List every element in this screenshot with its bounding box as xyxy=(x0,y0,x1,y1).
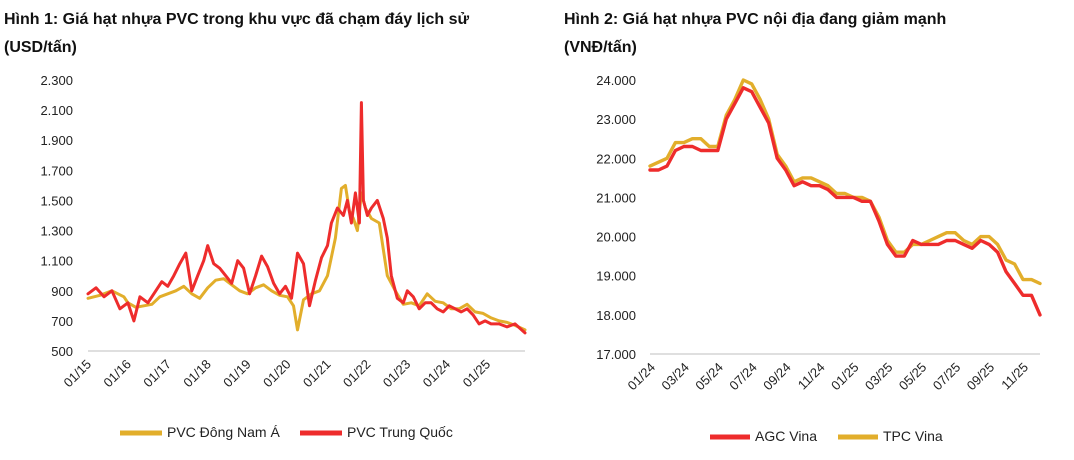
legend-label: AGC Vina xyxy=(755,428,817,444)
chart-1-title: Hình 1: Giá hạt nhựa PVC trong khu vực đ… xyxy=(4,11,470,28)
x-tick-label: 01/19 xyxy=(220,357,254,391)
y-tick-label: 1.900 xyxy=(40,133,73,148)
x-tick-label: 01/23 xyxy=(380,357,414,391)
y-tick-label: 500 xyxy=(51,344,73,359)
x-tick-label: 11/24 xyxy=(795,360,828,393)
x-tick-label: 01/24 xyxy=(625,360,659,394)
x-tick-label: 07/24 xyxy=(726,360,760,394)
y-tick-label: 23.000 xyxy=(596,112,636,127)
chart-1-unit: (USD/tấn) xyxy=(4,39,77,56)
x-tick-label: 01/21 xyxy=(300,357,334,391)
x-tick-label: 01/15 xyxy=(61,357,95,391)
legend-label: PVC Trung Quốc xyxy=(347,424,453,440)
series-line-2 xyxy=(648,78,1042,286)
x-tick-label: 05/25 xyxy=(896,360,930,394)
y-tick-label: 19.000 xyxy=(596,269,636,284)
y-tick-label: 1.500 xyxy=(40,193,73,208)
legend-label: TPC Vina xyxy=(883,428,943,444)
x-tick-label: 11/25 xyxy=(998,360,1031,393)
x-tick-label: 01/25 xyxy=(460,357,494,391)
x-tick-label: 01/22 xyxy=(340,357,374,391)
legend-label: PVC Đông Nam Á xyxy=(167,424,280,440)
y-tick-label: 1.700 xyxy=(40,163,73,178)
x-tick-label: 05/24 xyxy=(692,360,726,394)
x-tick-label: 01/16 xyxy=(100,357,134,391)
y-tick-label: 900 xyxy=(51,284,73,299)
y-tick-label: 1.300 xyxy=(40,224,73,239)
y-tick-label: 21.000 xyxy=(596,190,636,205)
y-tick-label: 18.000 xyxy=(596,308,636,323)
x-tick-label: 01/17 xyxy=(140,357,174,391)
x-tick-label: 09/25 xyxy=(964,360,998,394)
y-tick-label: 24.000 xyxy=(596,73,636,88)
x-tick-label: 03/24 xyxy=(658,360,692,394)
chart-2-title: Hình 2: Giá hạt nhựa PVC nội địa đang gi… xyxy=(564,11,947,28)
y-tick-label: 2.300 xyxy=(40,73,73,88)
chart-2-heading: Hình 2: Giá hạt nhựa PVC nội địa đang gi… xyxy=(564,6,1064,62)
x-tick-label: 01/25 xyxy=(828,360,862,394)
y-tick-label: 20.000 xyxy=(596,230,636,245)
y-tick-label: 1.100 xyxy=(40,254,73,269)
chart-2-unit: (VNĐ/tấn) xyxy=(564,39,637,56)
x-tick-label: 01/24 xyxy=(420,357,454,391)
series-line-1 xyxy=(648,86,1042,317)
chart-1-svg: 2.300 2.100 1.900 1.700 1.500 1.300 1.100 900 70… xyxy=(40,73,527,440)
x-tick-label: 01/18 xyxy=(180,357,214,391)
chart-2-svg: 24.000 23.000 22.000 21.000 20.000 19.000 18.0… xyxy=(596,73,1042,444)
series-line-1 xyxy=(86,183,527,332)
chart-panel-2: Hình 2: Giá hạt nhựa PVC nội địa đang gi… xyxy=(560,0,1074,460)
y-tick-label: 17.000 xyxy=(596,347,636,362)
series-line-2 xyxy=(86,101,527,335)
y-tick-label: 22.000 xyxy=(596,151,636,166)
chart-panel-1: Hình 1: Giá hạt nhựa PVC trong khu vực đ… xyxy=(4,6,544,440)
x-tick-label: 09/24 xyxy=(760,360,794,394)
x-tick-label: 07/25 xyxy=(930,360,964,394)
chart-1-heading: Hình 1: Giá hạt nhựa PVC trong khu vực đ… xyxy=(4,6,544,62)
y-tick-label: 700 xyxy=(51,314,73,329)
x-tick-label: 03/25 xyxy=(862,360,896,394)
y-tick-label: 2.100 xyxy=(40,103,73,118)
x-tick-label: 01/20 xyxy=(260,357,294,391)
